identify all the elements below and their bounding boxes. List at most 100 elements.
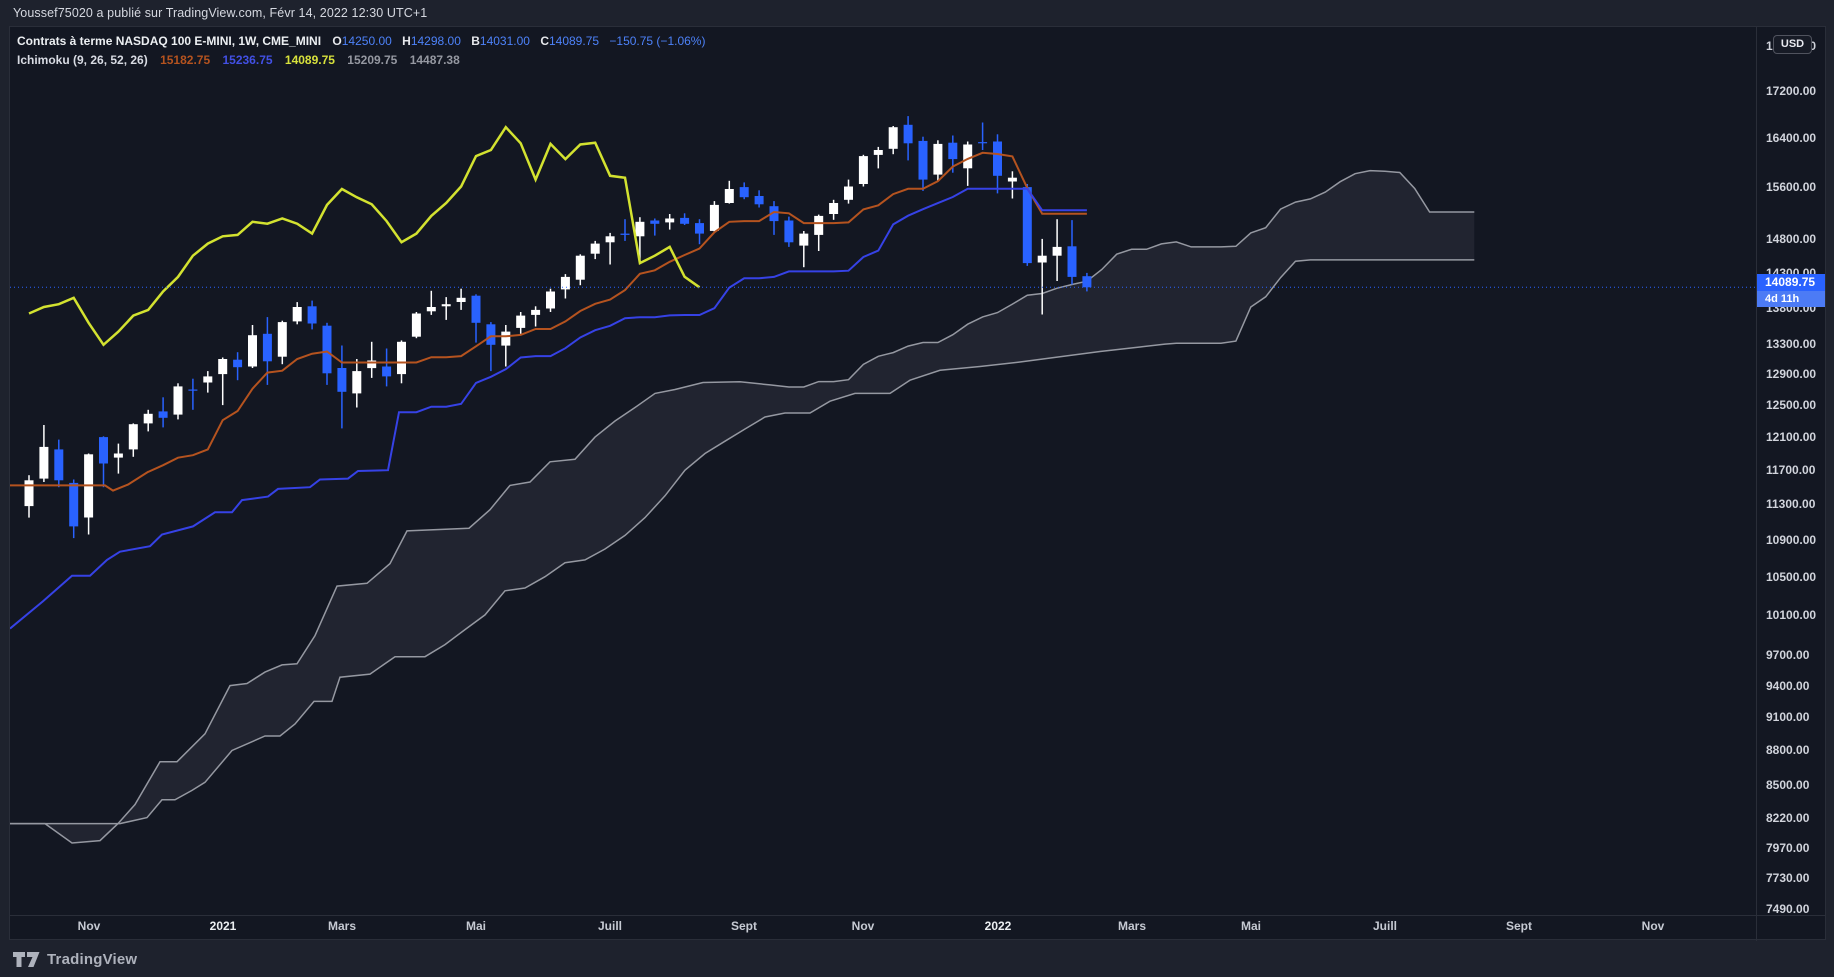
candle-body (709, 204, 719, 231)
close-label: C (540, 34, 549, 48)
price-axis-label: 10500.00 (1766, 570, 1817, 584)
candle-body (903, 124, 913, 144)
open-label: O (332, 34, 342, 48)
candle-body (426, 307, 436, 312)
candle-body (1082, 276, 1092, 288)
candle-body (262, 333, 272, 362)
candle-body (993, 141, 1002, 176)
low-value: 14031.00 (479, 34, 530, 48)
ichimoku-kijun-value: 15236.75 (222, 53, 273, 67)
candle-body (456, 297, 466, 302)
current-price-tag: 14089.75 4d 11h (1757, 274, 1825, 307)
candle-body (411, 313, 421, 337)
candle-body (24, 480, 34, 507)
price-axis-label: 16400.00 (1766, 131, 1817, 145)
time-axis-tick: Juill (597, 919, 623, 933)
candle-body (39, 446, 49, 479)
symbol-legend-row[interactable]: Contrats à terme NASDAQ 100 E-MINI, 1W, … (17, 33, 712, 50)
price-axis-label: 8500.00 (1766, 778, 1810, 792)
price-axis-label: 12900.00 (1766, 367, 1817, 381)
chart-canvas[interactable] (10, 27, 1758, 917)
time-axis[interactable]: Nov 2021 Mars Mai Juill Sept Nov 2022 Mars Mai Jui… (10, 915, 1825, 939)
candle-body (1007, 177, 1017, 182)
footer: TradingView (13, 947, 137, 971)
candle-body (471, 295, 481, 323)
candle-body (248, 335, 257, 367)
candle-body (873, 150, 883, 155)
time-axis-tick: Mars (1117, 919, 1147, 933)
tradingview-logo-icon[interactable] (13, 951, 40, 968)
candle-body (754, 196, 764, 205)
price-axis-label: 13300.00 (1766, 337, 1817, 351)
kijun-line (10, 187, 1087, 630)
candle-body (501, 331, 511, 346)
candle-body (54, 449, 64, 481)
ichimoku-legend-row[interactable]: Ichimoku (9, 26, 52, 26) 15182.75 15236.… (17, 52, 712, 69)
price-axis-label: 9400.00 (1766, 679, 1810, 693)
candle-body (173, 386, 183, 415)
chart-card: Contrats à terme NASDAQ 100 E-MINI, 1W, … (9, 26, 1826, 941)
price-axis-label: 10900.00 (1766, 533, 1817, 547)
time-axis-tick: Mars (327, 919, 357, 933)
ichimoku-chikou-value: 14089.75 (284, 53, 335, 67)
candle-body (590, 243, 600, 254)
candle-body (337, 368, 347, 392)
candle-body (844, 186, 853, 200)
price-axis-label: 12100.00 (1766, 430, 1817, 444)
time-axis-tick: Juill (1372, 919, 1398, 933)
candle-body (784, 220, 794, 243)
price-axis-label: 17200.00 (1766, 84, 1817, 98)
currency-badge[interactable]: USD (1773, 35, 1812, 54)
time-axis-tick: Sept (1505, 919, 1533, 933)
candle-body (1037, 255, 1047, 263)
close-value: 14089.75 (548, 34, 600, 48)
candle-body (680, 217, 690, 224)
candle-body (814, 215, 824, 235)
candle-body (858, 156, 868, 184)
candle-body (724, 189, 734, 203)
candle-body (352, 371, 362, 394)
publication-header: Youssef75020 a publié sur TradingView.co… (0, 0, 1834, 26)
ichimoku-senkou-a-value: 15209.75 (347, 53, 398, 67)
price-axis-label: 7490.00 (1766, 902, 1810, 916)
ichimoku-senkou-b-value: 14487.38 (409, 53, 460, 67)
high-value: 14298.00 (410, 34, 461, 48)
price-axis-label: 9700.00 (1766, 648, 1810, 662)
open-value: 14250.00 (341, 34, 392, 48)
ichimoku-cloud (10, 170, 1475, 844)
candle-body (218, 359, 228, 375)
price-axis-label: 12500.00 (1766, 398, 1817, 412)
candle-body (188, 389, 198, 391)
candle-body (575, 255, 585, 280)
price-axis[interactable]: USD 18000.0017200.0016400.0015600.001480… (1756, 27, 1825, 941)
ichimoku-title[interactable]: Ichimoku (9, 26, 52, 26) (17, 53, 148, 67)
candle-body (1052, 246, 1062, 256)
candle-body (665, 218, 675, 223)
time-axis-tick: Sept (730, 919, 758, 933)
price-axis-label: 7970.00 (1766, 841, 1810, 855)
chart-legend[interactable]: Contrats à terme NASDAQ 100 E-MINI, 1W, … (17, 33, 712, 71)
candle-body (1022, 187, 1032, 264)
candle-body (486, 324, 496, 345)
symbol-title[interactable]: Contrats à terme NASDAQ 100 E-MINI, 1W, … (17, 34, 322, 48)
ichimoku-tenkan-value: 15182.75 (160, 53, 211, 67)
candle-body (113, 453, 123, 458)
price-axis-label: 8220.00 (1766, 811, 1810, 825)
candle-body (605, 236, 615, 243)
high-label: H (402, 34, 411, 48)
price-axis-label: 11700.00 (1766, 463, 1816, 477)
senkou-b-line (10, 259, 1475, 825)
candle-body (799, 233, 809, 246)
senkou-a-line (10, 169, 1475, 844)
candle-body (1067, 246, 1077, 277)
candle-body (739, 187, 749, 198)
tenkan-line (10, 151, 1087, 492)
tradingview-brand[interactable]: TradingView (47, 950, 138, 968)
price-axis-label: 10100.00 (1766, 608, 1817, 622)
candle-body (128, 424, 138, 450)
candle-body (516, 315, 526, 328)
candle-body (158, 411, 168, 418)
change-value: −150.75 (−1.06%) (609, 34, 706, 48)
price-axis-label: 15600.00 (1766, 180, 1817, 194)
